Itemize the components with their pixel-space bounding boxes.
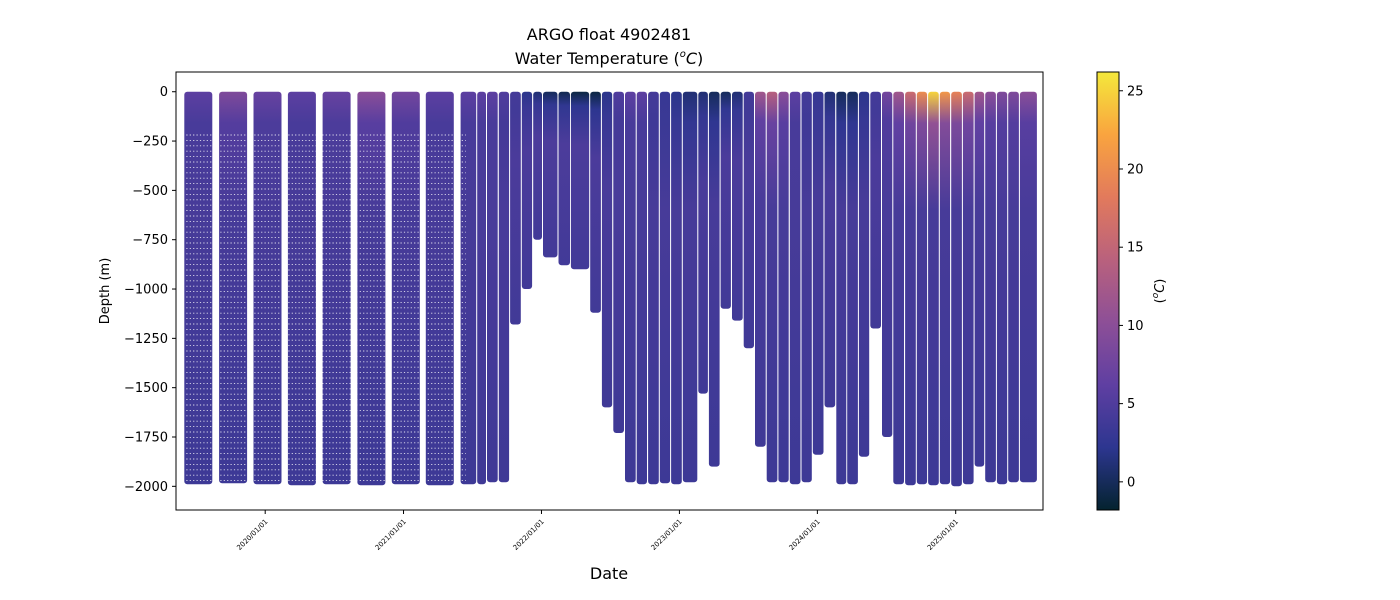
profile-bar (625, 91, 636, 483)
profile-bar (766, 91, 778, 483)
profile-bar (1019, 91, 1037, 483)
profile-bar (498, 91, 510, 483)
profile-bar (882, 91, 893, 437)
y-tick-label: −250 (132, 135, 168, 150)
profile-bar (253, 91, 282, 485)
profile-bar (570, 91, 590, 270)
profile-bar (732, 91, 743, 321)
x-axis: 2020/01/01 2021/01/01 2022/01/01 2023/01/01… (235, 510, 960, 552)
profile-bar (477, 91, 486, 485)
profile-bar (425, 91, 454, 486)
profile-bar (636, 91, 647, 485)
profile-bar (558, 91, 570, 266)
subtitle-prefix: Water Temperature ( (515, 49, 680, 68)
chart-subtitle: Water Temperature (oC) (515, 49, 704, 68)
colorbar (1096, 71, 1120, 511)
profile-bar (590, 91, 601, 313)
profile-bar (812, 91, 824, 455)
profile-bar (905, 91, 916, 486)
profile-bar (487, 91, 498, 483)
sparse-sample-dots (186, 134, 466, 482)
profile-bar (659, 91, 671, 484)
profile-bar (391, 91, 420, 485)
profile-bar (858, 91, 870, 457)
colorbar-tick-label: 20 (1127, 162, 1144, 177)
x-tick-label: 2020/01/01 (235, 518, 269, 552)
profile-bar (543, 91, 558, 258)
subtitle-sup: o (680, 49, 686, 60)
x-tick-label: 2022/01/01 (512, 518, 546, 552)
cbar-label-unit: C (1153, 283, 1168, 293)
profile-bar (601, 91, 613, 408)
profile-bar (847, 91, 858, 485)
colorbar-tick-label: 5 (1127, 397, 1135, 412)
profile-bar (778, 91, 789, 483)
profile-bar (613, 91, 624, 433)
profile-bar (985, 91, 996, 483)
profile-bar (460, 91, 477, 485)
profile-bar (698, 91, 708, 394)
profile-bar (720, 91, 731, 309)
profile-bar (184, 91, 213, 485)
cbar-label-sup: o (1151, 292, 1161, 298)
x-tick-label: 2023/01/01 (650, 518, 684, 552)
y-tick-label: −2000 (124, 480, 168, 495)
profile-bar (824, 91, 836, 408)
y-tick-label: −1250 (124, 332, 168, 347)
colorbar-tick-label: 25 (1127, 84, 1144, 99)
profiles-layer (184, 91, 1037, 487)
profile-bar (974, 91, 985, 467)
colorbar-tick-label: 15 (1127, 241, 1144, 256)
y-tick-label: −1750 (124, 431, 168, 446)
colorbar-ticks: 0 5 10 15 20 25 (1119, 84, 1144, 490)
y-tick-label: −750 (132, 233, 168, 248)
profile-bar (951, 91, 962, 487)
colorbar-tick-label: 10 (1127, 319, 1144, 334)
y-tick-label: 0 (160, 85, 168, 100)
profile-bar (682, 91, 698, 483)
profile-bar (219, 91, 248, 484)
x-tick-label: 2024/01/01 (788, 518, 822, 552)
profile-bar (287, 91, 316, 486)
x-tick-label: 2021/01/01 (374, 518, 408, 552)
profile-bar (870, 91, 881, 329)
profile-bar (708, 91, 720, 467)
colorbar-label: (oC) (1151, 279, 1168, 304)
profile-bar (836, 91, 847, 485)
y-tick-label: −1500 (124, 381, 168, 396)
y-axis-label: Depth (m) (98, 258, 113, 325)
y-axis: 0 −250 −500 −750 −1000 −1250 −1500 −1750 −2000 (124, 85, 176, 495)
plot-frame (175, 71, 1044, 511)
cbar-label-suffix: ) (1153, 279, 1168, 284)
profile-bar (893, 91, 904, 485)
profile-bar (962, 91, 974, 485)
profile-bar (939, 91, 951, 485)
profile-bar (533, 91, 542, 240)
profile-bar (801, 91, 812, 483)
profile-bar (521, 91, 533, 289)
profile-bar (755, 91, 766, 447)
profile-bar (916, 91, 928, 485)
colorbar-tick-label: 0 (1127, 475, 1135, 490)
profile-bar (789, 91, 801, 485)
profile-bar (648, 91, 659, 485)
profile-bar (928, 91, 939, 486)
subtitle-suffix: ) (697, 49, 703, 68)
profile-bar (357, 91, 386, 486)
profile-bar (743, 91, 754, 349)
profile-bar (322, 91, 351, 485)
cbar-label-prefix: ( (1153, 298, 1168, 303)
x-axis-label: Date (590, 564, 628, 583)
profile-bar (996, 91, 1008, 485)
chart-title: ARGO float 4902481 (527, 25, 691, 44)
profile-bar (510, 91, 521, 325)
subtitle-unit: C (686, 49, 698, 68)
profile-bar (671, 91, 682, 485)
profile-bar (1008, 91, 1019, 483)
x-tick-label: 2025/01/01 (926, 518, 960, 552)
y-tick-label: −500 (132, 184, 168, 199)
y-tick-label: −1000 (124, 283, 168, 298)
